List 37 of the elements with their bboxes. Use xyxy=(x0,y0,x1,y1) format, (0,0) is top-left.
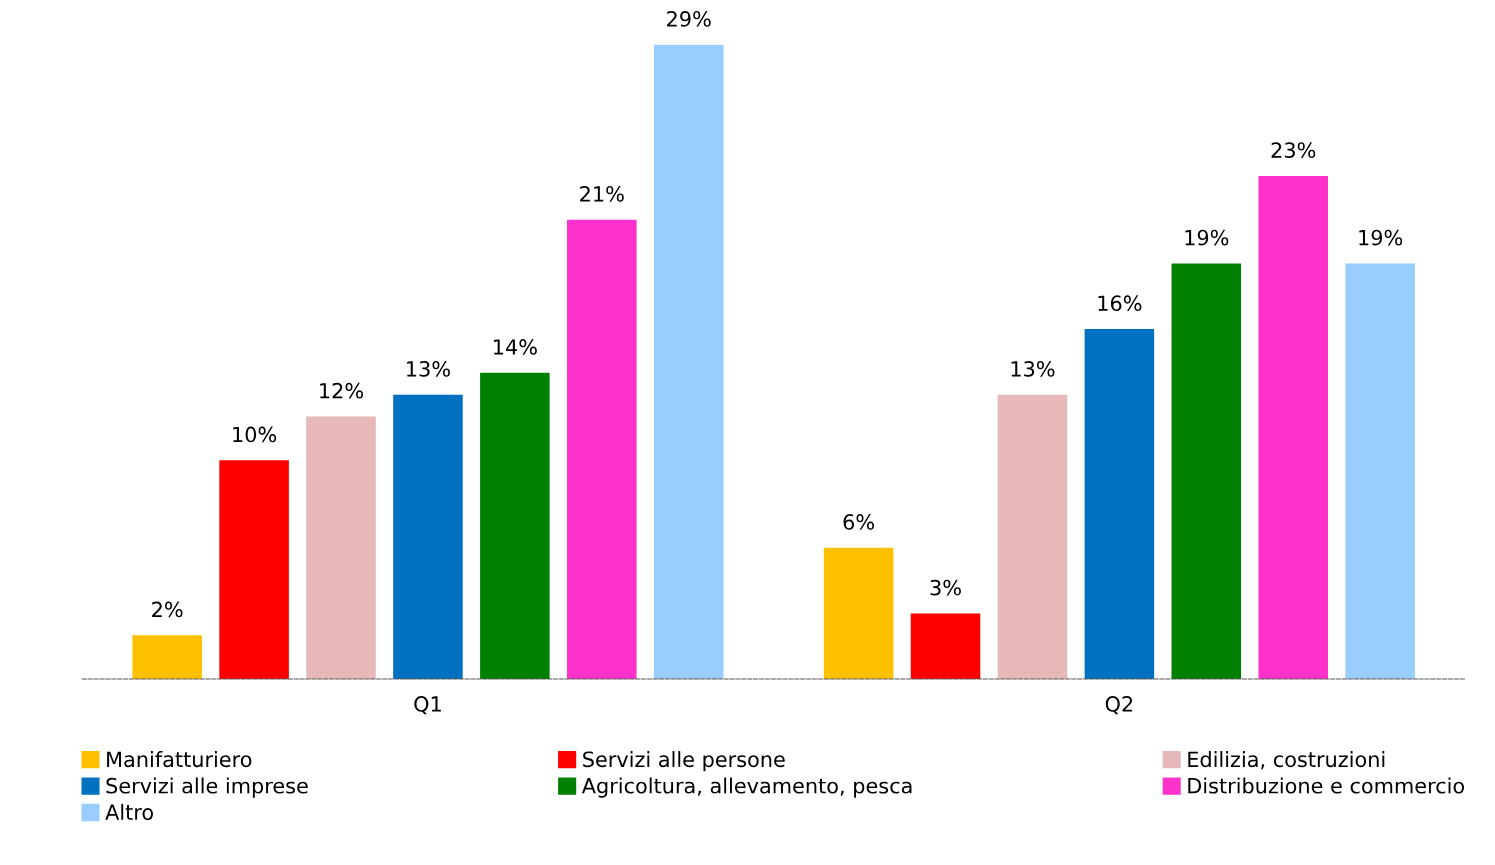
data-label: 12% xyxy=(320,382,364,399)
bar xyxy=(480,372,550,680)
bar xyxy=(1084,329,1155,680)
legend-label: Servizi alle persone xyxy=(583,751,785,772)
legend-label: Altro xyxy=(105,803,153,821)
legend-label: Edilizia, costruzioni xyxy=(1188,751,1385,770)
legend-label: Distribuzione e commercio xyxy=(1188,777,1465,794)
bar xyxy=(306,416,376,680)
data-label: 23% xyxy=(1271,142,1316,159)
data-label: 3% xyxy=(930,579,961,596)
bar xyxy=(219,460,289,680)
x-tick-label: Q1 xyxy=(414,696,441,715)
data-label: 29% xyxy=(667,11,711,27)
data-label: 21% xyxy=(580,186,624,202)
bar xyxy=(997,394,1068,680)
data-label: 19% xyxy=(1359,229,1403,246)
bar xyxy=(132,635,202,680)
bar xyxy=(653,44,724,680)
data-label: 13% xyxy=(1011,360,1055,377)
bar xyxy=(1171,263,1242,680)
data-label: 14% xyxy=(494,339,537,355)
data-label: 10% xyxy=(233,426,277,443)
bar xyxy=(393,394,463,680)
data-label: 19% xyxy=(1185,229,1229,246)
bar xyxy=(1345,263,1415,680)
x-tick-label: Q2 xyxy=(1105,696,1133,715)
bar xyxy=(1258,175,1328,680)
data-label: 13% xyxy=(407,360,450,377)
bar xyxy=(567,219,637,680)
data-label: 2% xyxy=(152,601,183,618)
data-label: 6% xyxy=(843,514,874,530)
bar xyxy=(823,547,894,680)
legend-label: Servizi alle imprese xyxy=(106,777,308,798)
legend-label: Agricoltura, allevamento, pesca xyxy=(581,777,912,798)
bar xyxy=(910,613,981,680)
legend-label: Manifatturiero xyxy=(107,751,252,768)
data-label: 16% xyxy=(1098,295,1142,312)
